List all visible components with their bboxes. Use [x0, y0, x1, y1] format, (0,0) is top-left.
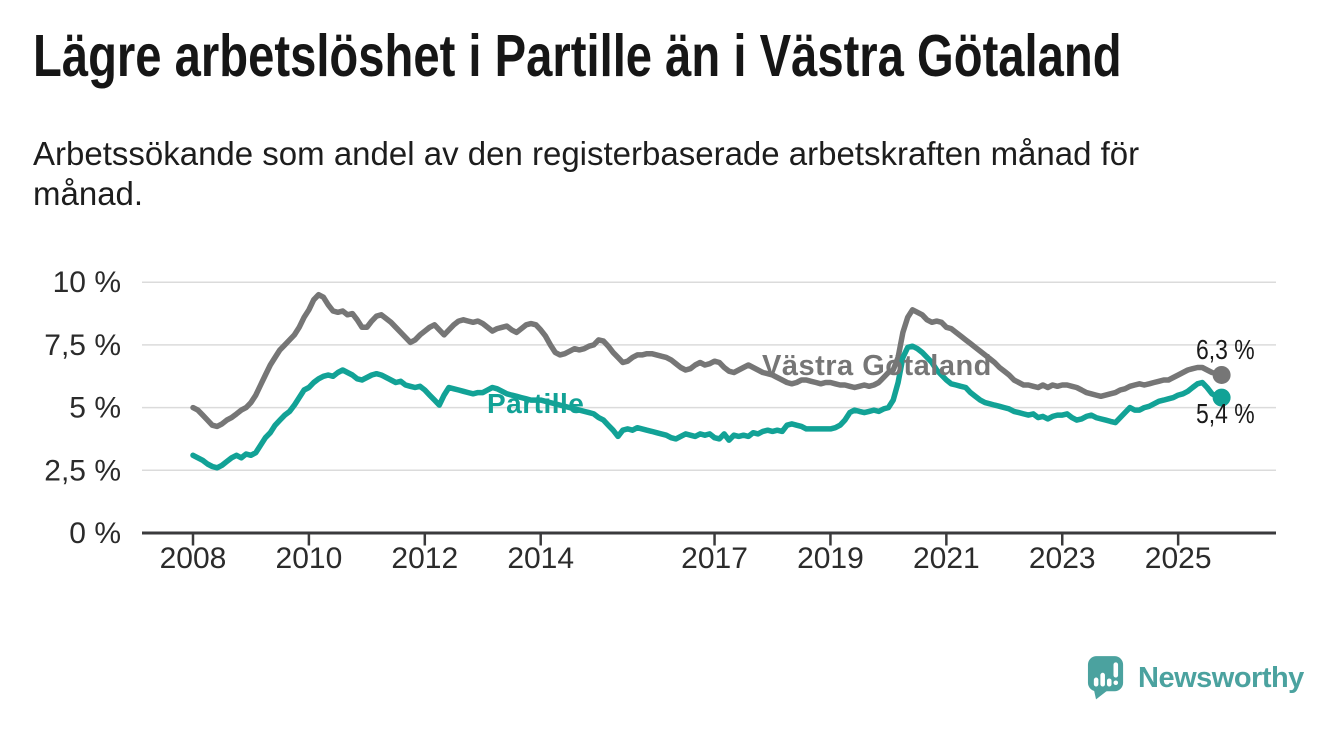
speech-bubble-shape [1087, 656, 1124, 700]
x-tick-label-2019: 2019 [797, 542, 864, 575]
x-tick-label-2021: 2021 [913, 542, 980, 575]
bar-chart-exclamation-glyph [1093, 662, 1119, 687]
x-tick-label-2023: 2023 [1029, 542, 1096, 575]
y-tick-label-10: 10 % [53, 266, 121, 299]
end-value-label-vastra-gotaland: 6,3 % [1196, 334, 1255, 365]
series-line-partille [190, 343, 1225, 471]
x-tick-label-2014: 2014 [507, 542, 574, 575]
series-line-v-stra-g-taland [190, 291, 1225, 430]
series-label-partille: Partille [487, 388, 585, 419]
y-tick-label-7.5: 7,5 % [44, 329, 121, 362]
series-label-vastra-gotaland: Västra Götaland [762, 350, 992, 382]
newsworthy-logo-icon [1087, 656, 1124, 700]
y-tick-label-0: 0 % [69, 517, 121, 550]
newsworthy-logo: Newsworthy [1087, 654, 1304, 702]
x-tick-label-2017: 2017 [681, 542, 748, 575]
x-tick-label-2010: 2010 [276, 542, 343, 575]
x-tick-label-2025: 2025 [1145, 542, 1212, 575]
end-value-label-partille: 5,4 % [1196, 398, 1255, 429]
x-tick-label-2008: 2008 [160, 542, 227, 575]
end-dot-v-stra-g-taland [1212, 365, 1231, 384]
y-tick-label-2.5: 2,5 % [44, 454, 121, 487]
chart-subtitle: Arbetssökande som andel av den registerb… [33, 135, 1140, 212]
y-tick-label-5: 5 % [69, 392, 121, 425]
chart-title: Lägre arbetslöshet i Partille än i Västr… [33, 23, 1122, 89]
x-tick-label-2012: 2012 [391, 542, 458, 575]
newsworthy-logo-text: Newsworthy [1138, 661, 1304, 694]
end-dot-partille [1212, 388, 1231, 407]
